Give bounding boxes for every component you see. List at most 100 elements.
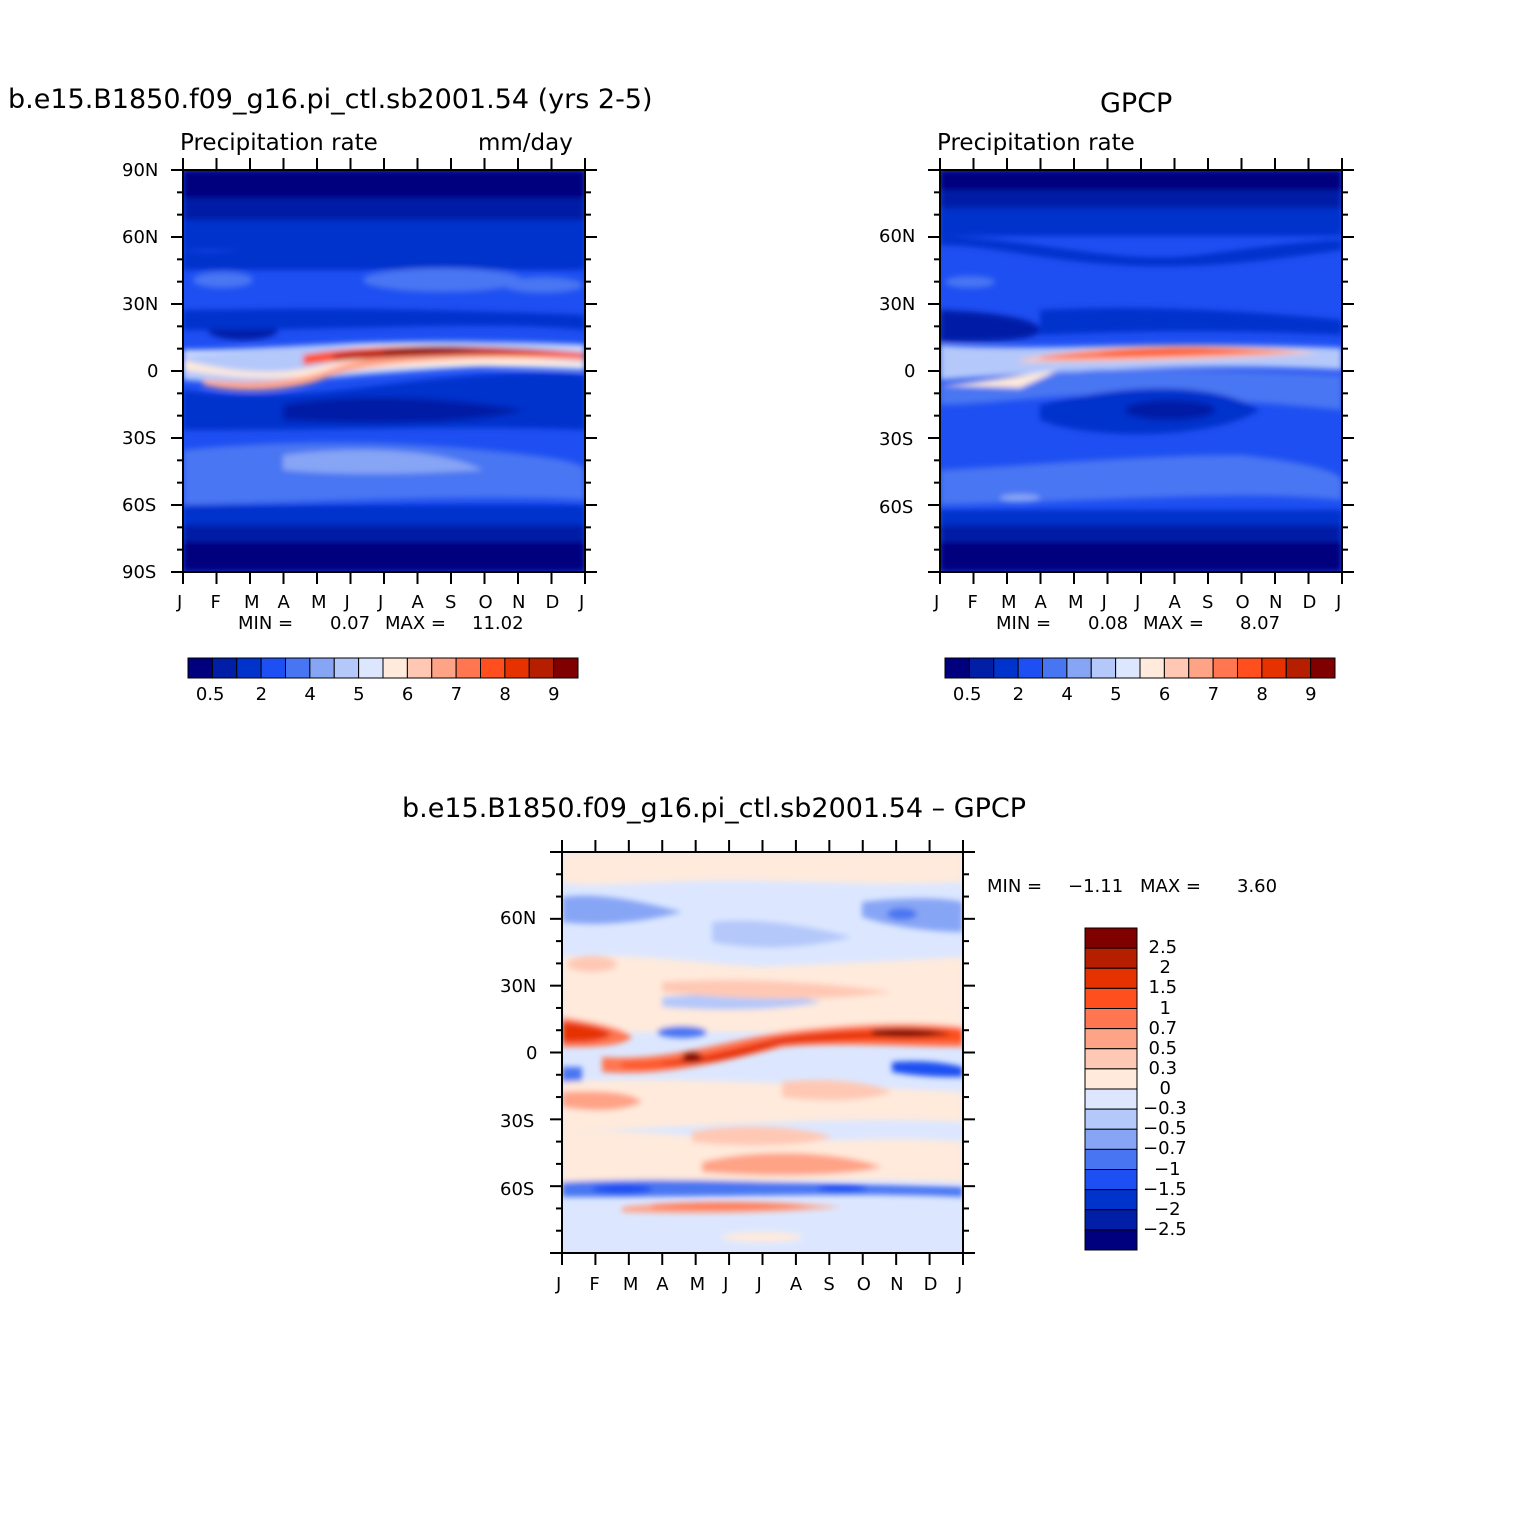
xtick-label: M — [689, 1274, 706, 1295]
colorbar-swatch — [1090, 657, 1117, 679]
colorbar-swatch — [1084, 1148, 1138, 1170]
xtick-label: F — [210, 592, 221, 613]
panel2-min-label: MIN = — [996, 613, 1052, 634]
panel2-title: GPCP — [1100, 88, 1173, 119]
colorbar-label: −0.3 — [1143, 1098, 1187, 1120]
panel1-ytick-label: 90S — [122, 562, 157, 583]
colorbar-swatch — [1084, 1189, 1138, 1211]
panel3-ytick-label: 60N — [500, 908, 537, 929]
colorbar-label: 2 — [1012, 684, 1025, 705]
colorbar-label: 8 — [1256, 684, 1268, 705]
colorbar-swatch — [431, 657, 457, 679]
colorbar-label: 5 — [1110, 684, 1122, 705]
colorbar-swatch — [504, 657, 530, 679]
colorbar-swatch — [1084, 1209, 1138, 1231]
panel1-contour-plot — [171, 158, 597, 584]
panel3-title: b.e15.B1850.f09_g16.pi_ctl.sb2001.54 – G… — [402, 793, 1027, 824]
xtick-label: D — [923, 1274, 938, 1295]
colorbar-swatch — [211, 657, 238, 679]
panel1-ytick-label: 30S — [122, 428, 157, 449]
colorbar-swatch — [1115, 657, 1141, 679]
panel1-ytick-label: 60N — [122, 227, 159, 248]
panel3-max-label: MAX = — [1140, 876, 1201, 897]
colorbar-label: −2.5 — [1143, 1218, 1187, 1240]
colorbar-swatch — [260, 657, 286, 679]
colorbar-swatch — [1285, 657, 1312, 679]
xtick-label: J — [756, 1274, 762, 1295]
xtick-label: J — [344, 592, 350, 613]
panel1-ytick-label: 90N — [122, 160, 159, 181]
colorbar-swatch — [333, 657, 360, 679]
panel2-ytick-label: 0 — [904, 361, 916, 382]
colorbar-label: 2 — [255, 684, 268, 705]
panel3-min-value: −1.11 — [1068, 876, 1124, 897]
panel1-min-value: 0.07 — [330, 613, 371, 634]
xtick-label: M — [244, 592, 260, 613]
xtick-label: J — [1336, 592, 1342, 613]
colorbar-swatch — [1084, 987, 1138, 1009]
colorbar-label: 4 — [1061, 684, 1073, 705]
panel3-ytick-label: 60S — [500, 1179, 535, 1200]
colorbar-label: 0.7 — [1148, 1017, 1178, 1039]
colorbar-label: 2 — [1159, 957, 1171, 979]
colorbar-label: 9 — [1305, 684, 1317, 705]
xtick-label: A — [277, 592, 290, 613]
xtick-label: S — [823, 1274, 835, 1295]
panel1-max-label: MAX = — [385, 613, 446, 634]
colorbar-swatch — [1084, 947, 1138, 969]
colorbar-swatch — [1261, 657, 1287, 679]
colorbar-label: 5 — [353, 684, 365, 705]
colorbar-swatch — [1084, 1088, 1138, 1110]
xtick-label: M — [311, 592, 327, 613]
panel2-left-subtitle: Precipitation rate — [937, 130, 1135, 156]
colorbar-swatch — [1066, 657, 1092, 679]
xtick-label: N — [890, 1274, 904, 1295]
colorbar-swatch — [1084, 927, 1138, 949]
colorbar-label: 0.5 — [952, 684, 982, 705]
xtick-label: A — [789, 1274, 803, 1295]
colorbar-swatch — [968, 657, 995, 679]
panel1-max-value: 11.02 — [472, 613, 524, 634]
colorbar-label: 0.5 — [195, 684, 225, 705]
panel1-min-label: MIN = — [238, 613, 294, 634]
colorbar-swatch — [1084, 1028, 1138, 1050]
panel1-ytick-label: 60S — [122, 495, 157, 516]
colorbar-label: 6 — [401, 684, 414, 705]
panel2-max-value: 8.07 — [1240, 613, 1281, 634]
colorbar-swatch — [1084, 1128, 1138, 1150]
colorbar-swatch — [1084, 1169, 1138, 1191]
panel3-ytick-label: 30S — [500, 1111, 535, 1132]
panel3-ytick-label: 30N — [500, 976, 537, 997]
xtick-label: J — [378, 592, 384, 613]
colorbar-label: 1 — [1159, 997, 1171, 1019]
colorbar-label: 2.5 — [1148, 937, 1178, 959]
xtick-label: F — [967, 592, 978, 613]
xtick-label: D — [1302, 592, 1317, 613]
colorbar-label: 6 — [1158, 684, 1171, 705]
panel3-max-value: 3.60 — [1237, 876, 1278, 897]
colorbar-swatch — [1084, 1068, 1138, 1090]
colorbar-swatch — [1163, 657, 1190, 679]
colorbar-label: 7 — [1207, 684, 1220, 705]
xtick-label: J — [556, 1274, 562, 1295]
colorbar-label: 9 — [548, 684, 560, 705]
colorbar-swatch — [406, 657, 433, 679]
colorbar-swatch — [1084, 1048, 1138, 1070]
colorbar-label: 4 — [304, 684, 316, 705]
xtick-label: J — [1101, 592, 1107, 613]
panel2-max-label: MAX = — [1143, 613, 1204, 634]
panel1-ytick-label: 0 — [147, 361, 159, 382]
colorbar-label: 1.5 — [1148, 977, 1178, 999]
colorbar-swatch — [480, 657, 506, 679]
panel2-min-value: 0.08 — [1088, 613, 1129, 634]
xtick-label: J — [934, 592, 940, 613]
xtick-label: O — [856, 1274, 871, 1295]
colorbar-swatch — [1310, 657, 1336, 679]
xtick-label: J — [957, 1274, 963, 1295]
panel2-ytick-label: 60N — [879, 226, 916, 247]
colorbar-label: 8 — [499, 684, 511, 705]
xtick-label: S — [445, 592, 457, 613]
xtick-label: O — [1235, 592, 1250, 613]
colorbar-swatch — [1017, 657, 1043, 679]
xtick-label: A — [656, 1274, 669, 1295]
